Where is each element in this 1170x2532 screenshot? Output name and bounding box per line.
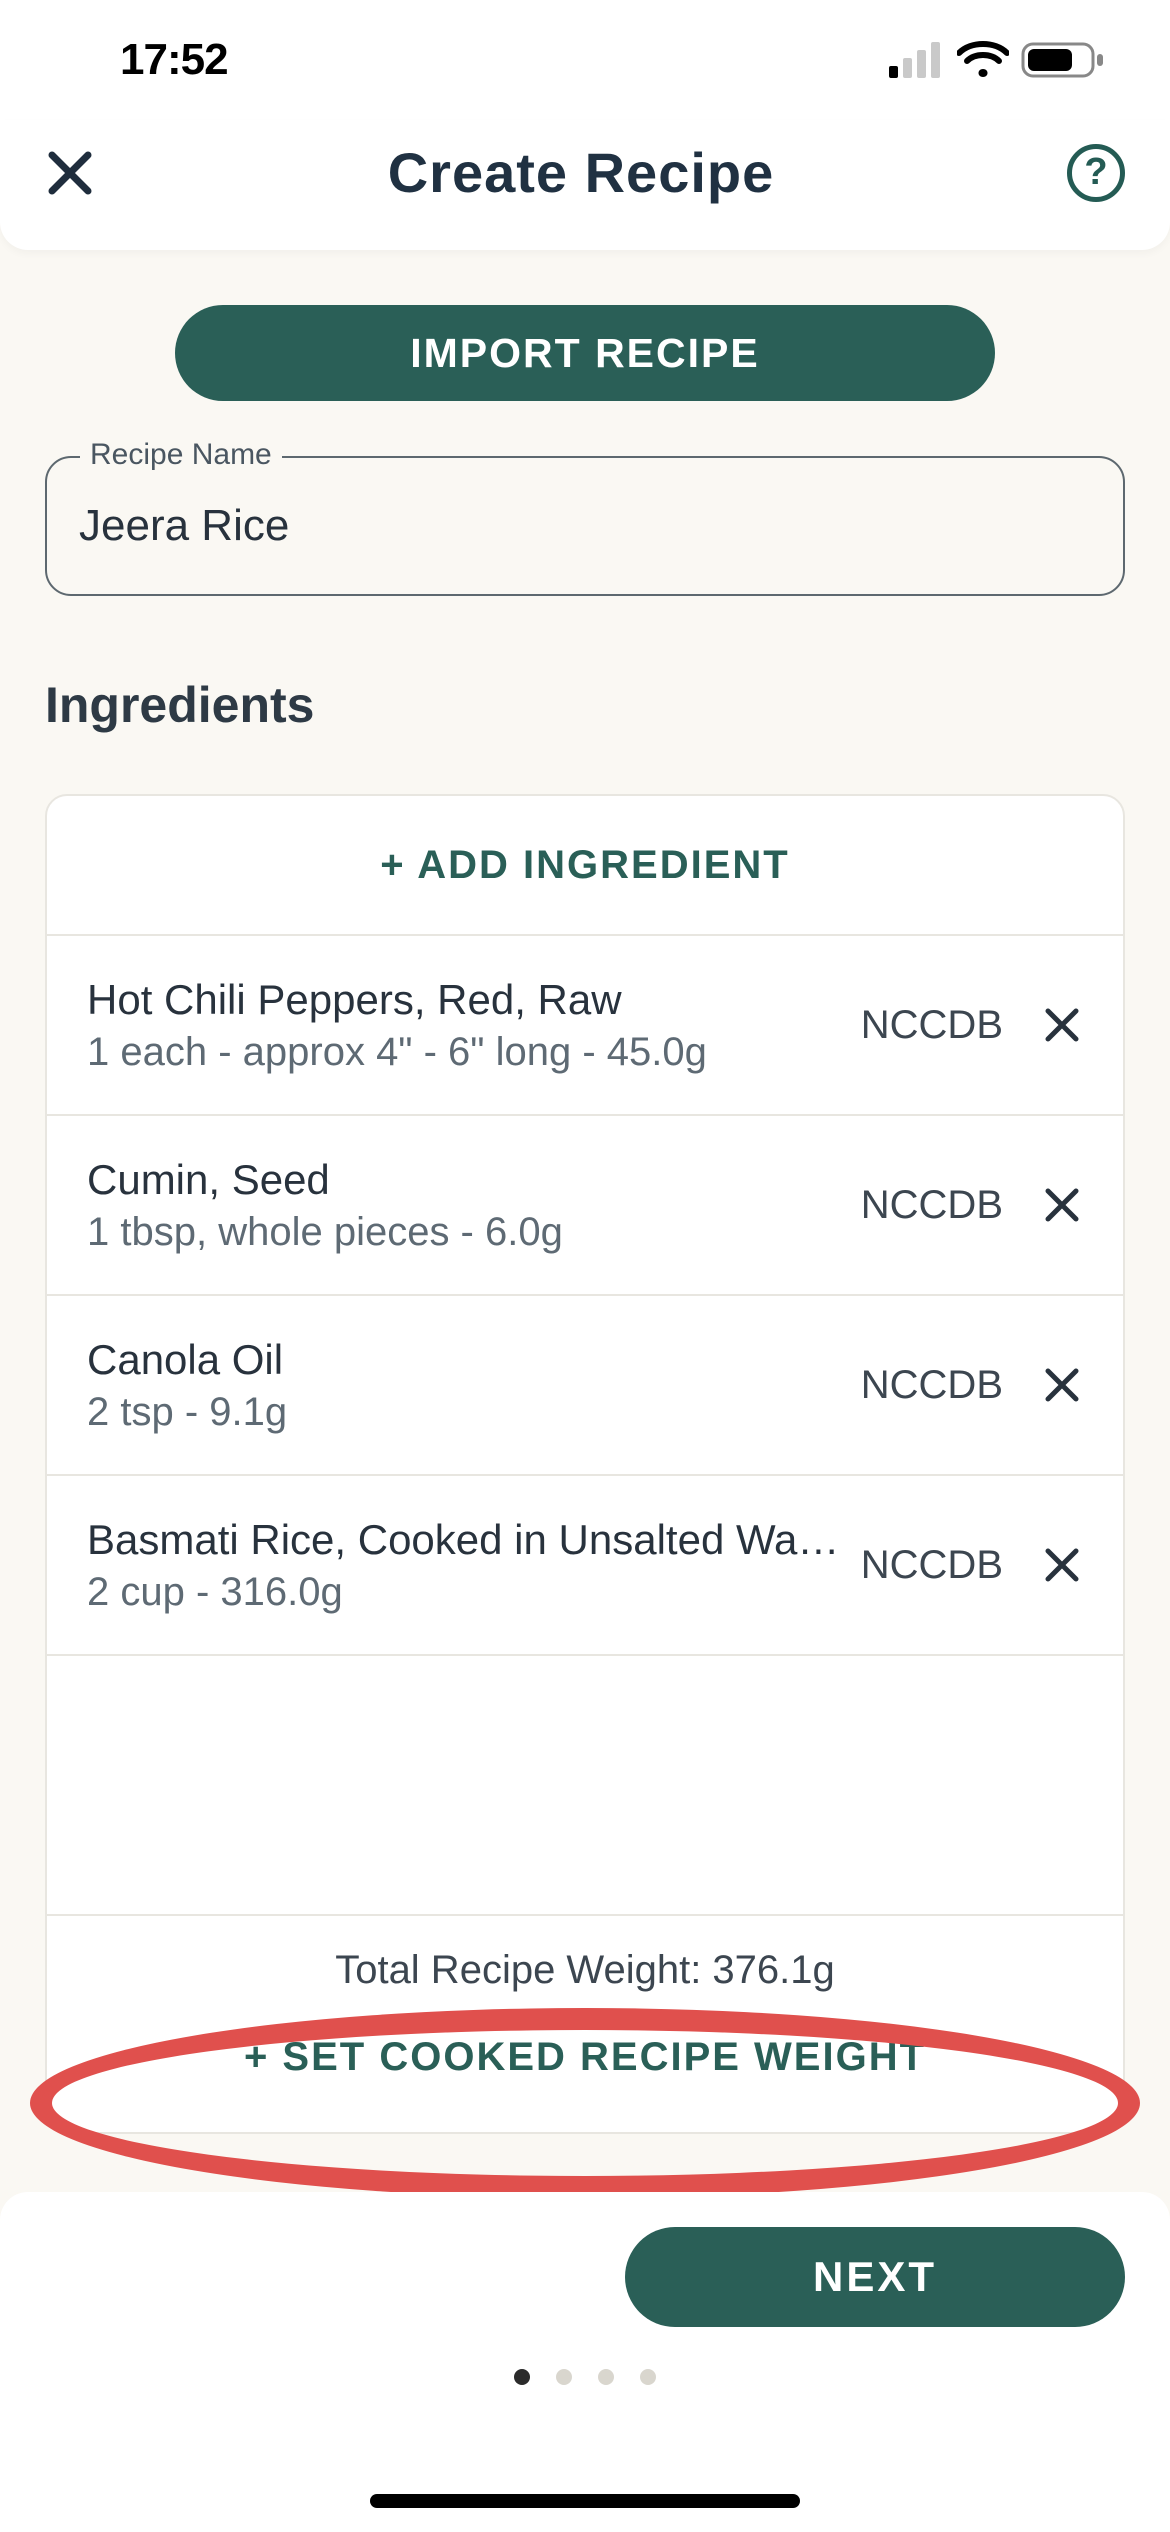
recipe-name-input[interactable] xyxy=(45,456,1125,596)
bottom-bar: NEXT xyxy=(0,2192,1170,2532)
ingredient-source: NCCDB xyxy=(861,1183,1003,1228)
total-recipe-weight: Total Recipe Weight: 376.1g xyxy=(47,1916,1123,1993)
ingredients-card: + ADD INGREDIENT Hot Chili Peppers, Red,… xyxy=(45,794,1125,2134)
add-ingredient-button[interactable]: + ADD INGREDIENT xyxy=(47,796,1123,936)
ingredient-row[interactable]: Canola Oil 2 tsp - 9.1g NCCDB xyxy=(47,1296,1123,1476)
page-dot[interactable] xyxy=(514,2369,530,2385)
page-dot[interactable] xyxy=(598,2369,614,2385)
page-title: Create Recipe xyxy=(388,140,775,205)
ingredient-source: NCCDB xyxy=(861,1003,1003,1048)
cellular-icon xyxy=(889,42,945,78)
import-recipe-button[interactable]: IMPORT RECIPE xyxy=(175,305,995,401)
help-icon[interactable]: ? xyxy=(1067,144,1125,202)
ingredient-qty: 2 tsp - 9.1g xyxy=(87,1390,841,1435)
remove-ingredient-icon[interactable] xyxy=(1041,1004,1083,1046)
next-button[interactable]: NEXT xyxy=(625,2227,1125,2327)
status-time: 17:52 xyxy=(120,35,228,85)
ingredient-source: NCCDB xyxy=(861,1363,1003,1408)
main-content: IMPORT RECIPE Recipe Name Ingredients + … xyxy=(0,250,1170,2134)
status-indicators xyxy=(889,40,1105,80)
ingredient-row[interactable]: Hot Chili Peppers, Red, Raw 1 each - app… xyxy=(47,936,1123,1116)
page-dot[interactable] xyxy=(556,2369,572,2385)
ingredient-row[interactable]: Cumin, Seed 1 tbsp, whole pieces - 6.0g … xyxy=(47,1116,1123,1296)
ingredient-name: Cumin, Seed xyxy=(87,1156,841,1204)
ingredient-row[interactable]: Basmati Rice, Cooked in Unsalted Water 2… xyxy=(47,1476,1123,1656)
header: Create Recipe ? xyxy=(0,120,1170,250)
close-icon[interactable] xyxy=(45,148,95,198)
ingredient-source: NCCDB xyxy=(861,1543,1003,1588)
recipe-name-field: Recipe Name xyxy=(45,456,1125,596)
remove-ingredient-icon[interactable] xyxy=(1041,1364,1083,1406)
ingredient-qty: 2 cup - 316.0g xyxy=(87,1570,841,1615)
ingredient-name: Basmati Rice, Cooked in Unsalted Water xyxy=(87,1516,841,1564)
recipe-name-label: Recipe Name xyxy=(80,438,282,472)
ingredient-name: Canola Oil xyxy=(87,1336,841,1384)
ingredient-qty: 1 tbsp, whole pieces - 6.0g xyxy=(87,1210,841,1255)
set-cooked-weight-button[interactable]: + SET COOKED RECIPE WEIGHT xyxy=(47,1993,1123,2132)
wifi-icon xyxy=(957,41,1009,79)
status-bar: 17:52 xyxy=(0,0,1170,120)
page-dot[interactable] xyxy=(640,2369,656,2385)
home-indicator xyxy=(370,2494,800,2508)
remove-ingredient-icon[interactable] xyxy=(1041,1544,1083,1586)
ingredient-spacer xyxy=(47,1656,1123,1916)
ingredient-name: Hot Chili Peppers, Red, Raw xyxy=(87,976,841,1024)
ingredients-heading: Ingredients xyxy=(45,676,1125,734)
ingredient-qty: 1 each - approx 4" - 6" long - 45.0g xyxy=(87,1030,841,1075)
remove-ingredient-icon[interactable] xyxy=(1041,1184,1083,1226)
battery-icon xyxy=(1021,40,1105,80)
pagination-dots xyxy=(45,2327,1125,2385)
